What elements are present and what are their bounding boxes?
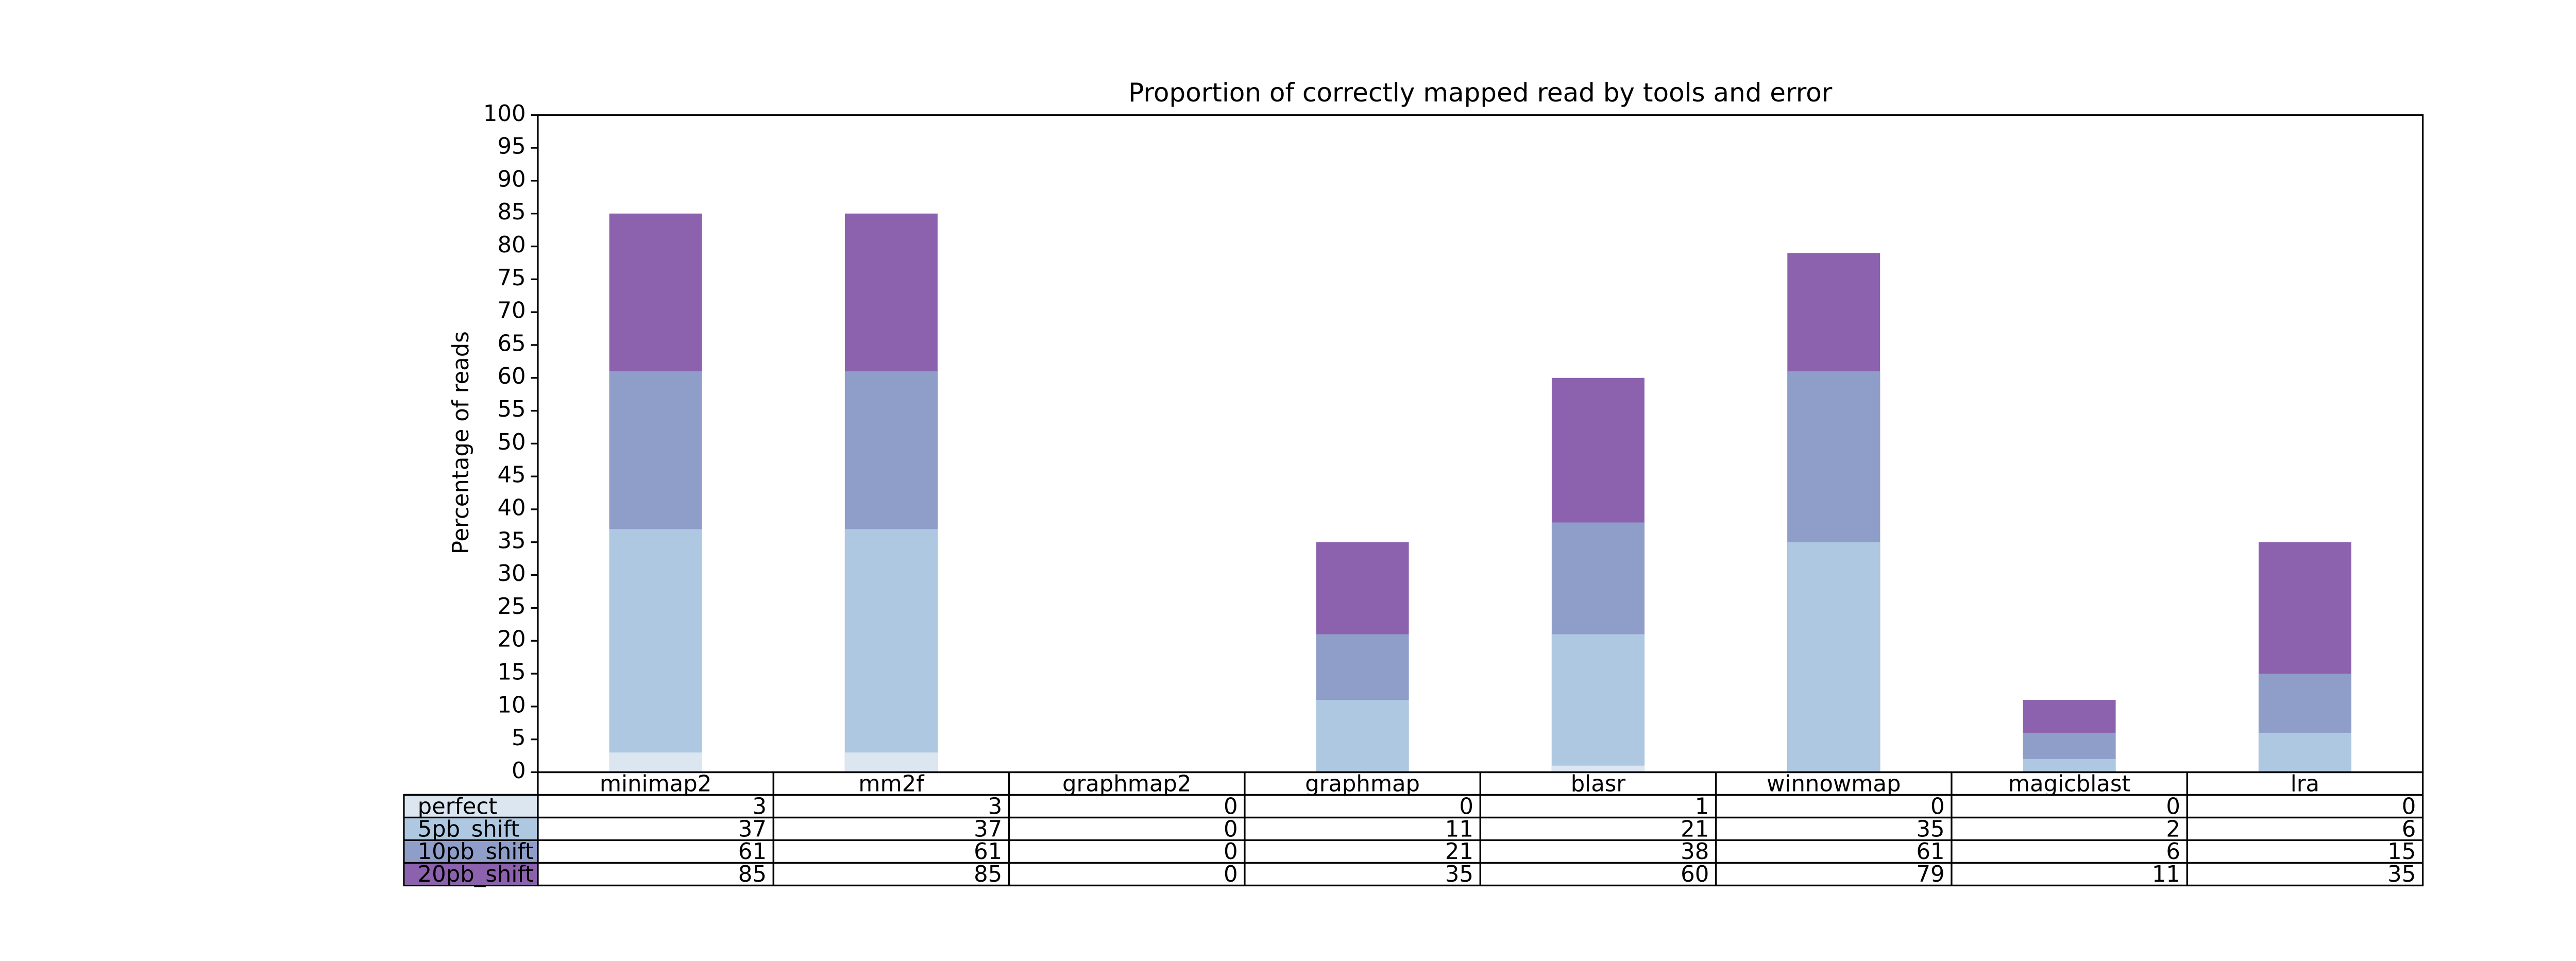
x-tick-label: winnowmap — [1767, 771, 1901, 797]
table-cell: 0 — [1459, 794, 1473, 819]
table-cell: 85 — [974, 862, 1002, 887]
table-cell: 85 — [738, 862, 767, 887]
bar — [609, 752, 702, 773]
y-tick-label: 10 — [497, 692, 526, 718]
bar — [1787, 542, 1880, 773]
table-cell: 37 — [974, 816, 1002, 842]
y-tick-label: 95 — [497, 134, 526, 160]
table-cell: 3 — [752, 794, 767, 819]
y-tick-label: 5 — [512, 725, 526, 751]
y-tick-label: 100 — [483, 101, 526, 127]
table-cell: 38 — [1681, 839, 1709, 865]
table-cell: 0 — [1224, 816, 1238, 842]
bar — [2023, 759, 2116, 773]
table-cell: 0 — [1224, 839, 1238, 865]
y-tick-label: 50 — [497, 430, 526, 455]
table-cell: 6 — [2166, 839, 2180, 865]
y-tick-label: 80 — [497, 232, 526, 258]
legend-label: 5pb_shift — [418, 816, 520, 842]
table-cell: 0 — [2166, 794, 2180, 819]
table-cell: 3 — [988, 794, 1003, 819]
legend-swatch — [404, 841, 537, 862]
x-tick-label: mm2f — [858, 771, 925, 797]
bar — [844, 752, 938, 773]
table-cell: 11 — [2152, 862, 2180, 887]
table-cell: 1 — [1695, 794, 1709, 819]
y-tick-label: 0 — [512, 758, 526, 784]
y-tick-label: 15 — [497, 660, 526, 685]
x-tick-label: blasr — [1571, 771, 1626, 797]
table-cell: 60 — [1681, 862, 1709, 887]
y-tick-label: 55 — [497, 397, 526, 422]
y-tick-label: 30 — [497, 561, 526, 587]
bar — [609, 529, 702, 773]
bar — [2258, 732, 2351, 773]
table-cell: 0 — [1224, 862, 1238, 887]
y-tick-label: 90 — [497, 166, 526, 192]
x-tick-label: minimap2 — [600, 771, 711, 797]
y-tick-label: 85 — [497, 199, 526, 225]
legend-swatch — [404, 818, 537, 839]
x-tick-label: magicblast — [2008, 771, 2131, 797]
table-cell: 79 — [1916, 862, 1944, 887]
table-cell: 2 — [2166, 816, 2180, 842]
legend-label: perfect — [418, 794, 498, 819]
bar — [1551, 765, 1645, 773]
bar — [1551, 634, 1645, 773]
legend-label: 20pb_shift — [418, 862, 534, 887]
table-cell: 0 — [2402, 794, 2416, 819]
table-cell: 21 — [1681, 816, 1709, 842]
legend-label: 10pb_shift — [418, 839, 534, 865]
table-cell: 35 — [1445, 862, 1473, 887]
table-cell: 37 — [738, 816, 767, 842]
y-axis-label: Percentage of reads — [448, 331, 474, 554]
y-tick-label: 25 — [497, 594, 526, 620]
y-tick-label: 70 — [497, 298, 526, 324]
table-cell: 0 — [1224, 794, 1238, 819]
table-cell: 21 — [1445, 839, 1473, 865]
table-cell: 61 — [974, 839, 1002, 865]
y-tick-label: 60 — [497, 364, 526, 389]
table-cell: 6 — [2402, 816, 2416, 842]
bar — [1316, 700, 1409, 773]
legend-swatch — [404, 864, 537, 885]
x-tick-label: graphmap — [1305, 771, 1420, 797]
table-cell: 0 — [1930, 794, 1945, 819]
legend-swatch — [404, 796, 537, 817]
table-cell: 11 — [1445, 816, 1473, 842]
y-tick-label: 45 — [497, 462, 526, 488]
y-tick-label: 40 — [497, 495, 526, 521]
chart-title: Proportion of correctly mapped read by t… — [1128, 78, 1833, 108]
y-tick-label: 20 — [497, 627, 526, 653]
table-cell: 35 — [2387, 862, 2416, 887]
table-cell: 35 — [1916, 816, 1944, 842]
table-cell: 15 — [2387, 839, 2416, 865]
table-cell: 61 — [738, 839, 767, 865]
y-tick-label: 65 — [497, 331, 526, 356]
x-tick-label: graphmap2 — [1062, 771, 1191, 797]
y-tick-label: 35 — [497, 528, 526, 554]
x-tick-label: lra — [2291, 771, 2319, 797]
bar — [844, 529, 938, 773]
y-tick-label: 75 — [497, 265, 526, 291]
table-cell: 61 — [1916, 839, 1944, 865]
